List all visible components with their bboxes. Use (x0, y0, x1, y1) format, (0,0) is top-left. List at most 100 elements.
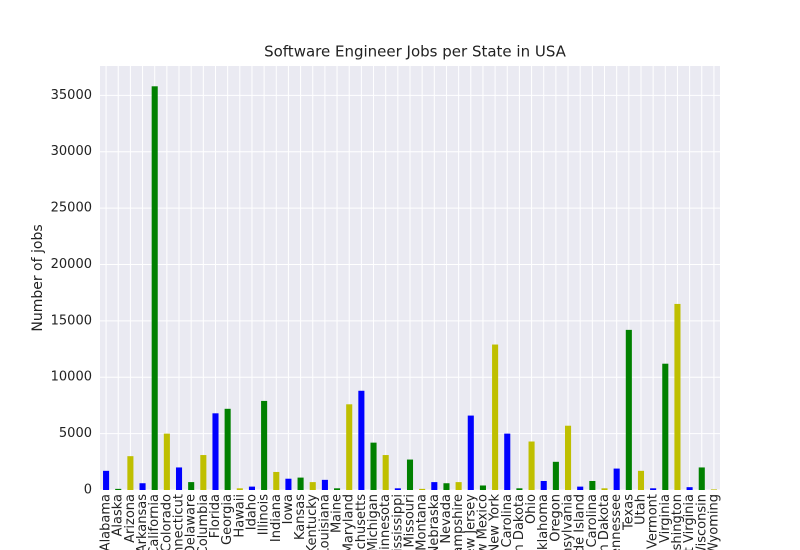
x-tick-label: New York (488, 494, 503, 550)
bar (139, 483, 146, 490)
bar (613, 468, 620, 490)
x-tick-label: Wisconsin (694, 494, 709, 550)
bar (297, 477, 304, 490)
bar (212, 413, 219, 490)
x-tick-label: Wyoming (706, 494, 721, 550)
bar (346, 404, 353, 490)
bar (662, 363, 669, 490)
x-tick-label: Idaho (244, 494, 259, 530)
chart-title: Software Engineer Jobs per State in USA (264, 43, 567, 61)
bar (103, 470, 110, 490)
x-tick-label: Washington (670, 494, 685, 550)
x-tick-label: Iowa (281, 494, 296, 524)
bar (467, 415, 474, 490)
bar (431, 482, 438, 490)
x-tick-label: Minnesota (378, 494, 393, 550)
bar (565, 425, 572, 490)
x-tick-label: Kansas (293, 494, 308, 540)
bar (528, 441, 535, 490)
bar (370, 442, 377, 490)
x-tick-label: Arkansas (135, 494, 150, 550)
x-tick-label: Mississippi (390, 494, 405, 550)
bar (382, 455, 389, 490)
x-tick-label: Florida (208, 494, 223, 538)
bar (261, 400, 268, 490)
bar (273, 471, 280, 490)
bar (686, 487, 693, 490)
x-tick-label: Virginia (658, 494, 673, 543)
x-tick-label: New Jersey (463, 494, 478, 550)
bar (455, 482, 462, 490)
y-tick-label: 30000 (51, 144, 92, 159)
x-tick-label: North Carolina (500, 494, 515, 550)
bar (188, 482, 195, 490)
x-tick-label: Tennessee (609, 494, 624, 550)
bar (479, 485, 486, 490)
bar (650, 488, 657, 490)
bar (236, 488, 243, 490)
bar (443, 483, 450, 490)
x-tick-label: Colorado (159, 494, 174, 550)
x-tick-label: Massachusetts (354, 494, 369, 550)
bar (175, 467, 183, 490)
x-tick-label: New Hampshire (451, 494, 466, 550)
y-tick-label: 15000 (51, 313, 92, 328)
x-tick-label: Georgia (220, 494, 235, 545)
bar (674, 303, 681, 490)
x-tick-label: Texas (621, 494, 636, 531)
bar (321, 479, 328, 490)
x-tick-label: Connecticut (172, 494, 187, 550)
bar (309, 482, 316, 490)
x-tick-label: Montana (415, 494, 430, 550)
bar (224, 408, 231, 490)
x-tick-label: District of Columbia (196, 494, 211, 550)
x-tick-label: Pennsylvania (561, 494, 576, 550)
bar (127, 456, 134, 490)
y-tick-label: 5000 (59, 426, 92, 441)
x-tick-label: California (147, 494, 162, 550)
bar (601, 488, 608, 490)
x-tick-label: Ohio (524, 494, 539, 524)
bar (552, 461, 559, 490)
bar (151, 86, 158, 490)
x-tick-label: Rhode Island (573, 494, 588, 550)
bar (406, 459, 414, 490)
x-tick-label: North Dakota (512, 494, 527, 550)
bar (394, 488, 401, 490)
x-tick-label: Illinois (257, 494, 272, 535)
bar (285, 478, 292, 490)
x-tick-label: Nebraska (427, 494, 442, 550)
bar (540, 480, 547, 490)
x-tick-label: West Virginia (682, 494, 697, 550)
y-tick-label: 10000 (51, 370, 92, 385)
bar (115, 488, 122, 490)
x-tick-label: Indiana (269, 494, 284, 542)
y-tick-label: 20000 (51, 257, 92, 272)
y-tick-label: 25000 (51, 201, 92, 216)
x-tick-label: Maine (330, 494, 345, 533)
y-axis-label: Number of jobs (30, 224, 46, 331)
bar (200, 455, 207, 490)
bar (625, 329, 632, 490)
bar (492, 344, 499, 490)
bar (504, 433, 511, 490)
x-tick-label: Oklahoma (536, 494, 551, 550)
bar (516, 488, 523, 490)
bar (248, 486, 255, 490)
x-tick-label: New Mexico (475, 494, 490, 550)
y-tick-label: 0 (84, 483, 92, 498)
x-tick-label: Alabama (99, 494, 114, 550)
bar (637, 470, 645, 490)
x-tick-label: Utah (633, 494, 648, 525)
bar (589, 480, 596, 490)
bar (419, 488, 426, 490)
x-tick-label: Arizona (123, 494, 138, 543)
x-tick-label: Hawaii (232, 494, 247, 538)
y-tick-label: 35000 (51, 88, 92, 103)
bar (163, 433, 170, 490)
x-tick-label: Louisiana (317, 494, 332, 550)
x-tick-label: Nevada (439, 494, 454, 544)
bar (577, 486, 584, 490)
x-tick-label: South Dakota (597, 494, 612, 550)
